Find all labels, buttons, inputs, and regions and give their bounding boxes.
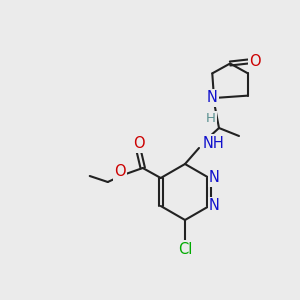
Text: N: N (207, 91, 218, 106)
Text: NH: NH (203, 136, 225, 151)
Text: H: H (206, 112, 216, 125)
Text: N: N (209, 199, 220, 214)
Text: O: O (249, 54, 261, 69)
Text: O: O (133, 136, 145, 152)
Text: N: N (209, 170, 220, 185)
Text: O: O (114, 164, 126, 179)
Text: Cl: Cl (178, 242, 192, 256)
